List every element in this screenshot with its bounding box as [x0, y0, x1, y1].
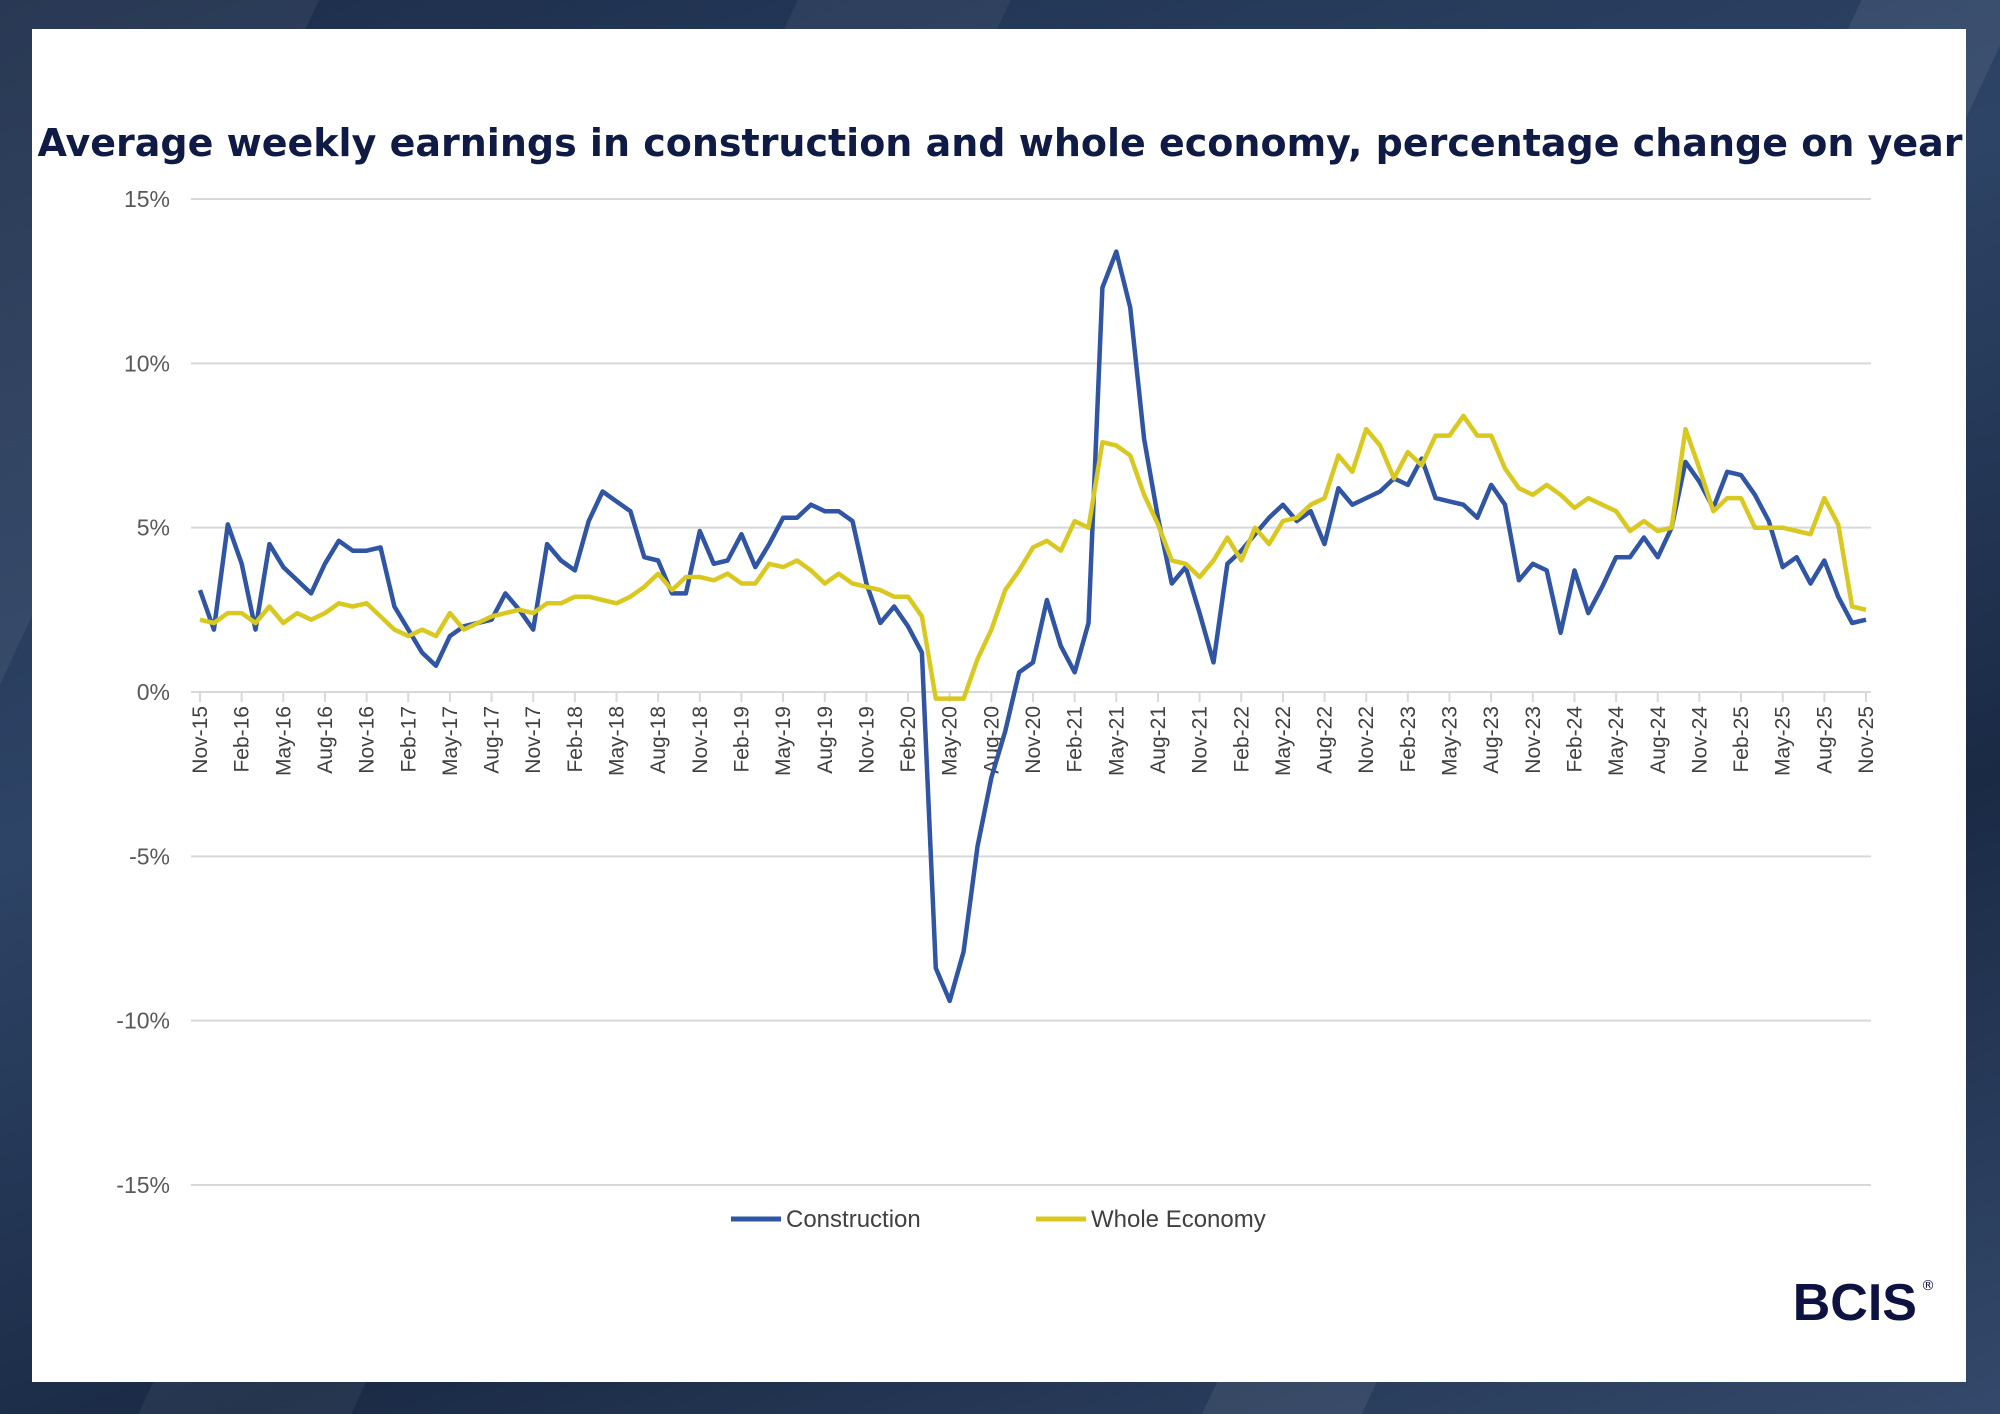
- x-tick-label: Feb-23: [1397, 706, 1420, 773]
- x-tick-label: May-20: [939, 706, 962, 776]
- x-tick-label: Nov-20: [1022, 706, 1045, 774]
- x-tick-label: Nov-16: [356, 706, 379, 774]
- y-tick-label: 15%: [124, 186, 170, 212]
- y-tick-label: 10%: [124, 350, 170, 376]
- x-tick-label: Nov-18: [689, 706, 712, 774]
- x-tick-label: Nov-15: [189, 706, 212, 774]
- x-tick-label: Nov-25: [1855, 706, 1878, 774]
- x-tick-label: Aug-20: [980, 706, 1003, 774]
- y-tick-label: -10%: [116, 1008, 170, 1034]
- x-tick-label: Aug-25: [1813, 706, 1836, 774]
- x-tick-label: Feb-19: [730, 706, 753, 773]
- chart-title: Average weekly earnings in construction …: [37, 121, 1962, 165]
- legend-label: Whole Economy: [1091, 1206, 1266, 1233]
- legend: Construction Whole Economy: [731, 1206, 1266, 1233]
- x-tick-label: Feb-18: [564, 706, 587, 773]
- x-tick-label: Feb-20: [897, 706, 920, 773]
- x-axis: Nov-15 Feb-16 May-16 Aug-16 Nov-16 Feb-17 May-…: [189, 692, 1878, 776]
- bcis-logo: BCIS ®: [1793, 1274, 1935, 1332]
- x-tick-label: Aug-23: [1480, 706, 1503, 774]
- registered-mark: ®: [1921, 1278, 1935, 1294]
- x-tick-label: May-18: [606, 706, 629, 776]
- x-tick-label: Aug-19: [814, 706, 837, 774]
- x-tick-label: Aug-17: [481, 706, 504, 774]
- series-line-whole-economy: [199, 413, 1867, 701]
- x-tick-label: Feb-17: [397, 706, 420, 773]
- logo-wordmark: BCIS: [1793, 1274, 1917, 1332]
- x-tick-label: May-21: [1105, 706, 1128, 776]
- x-tick-label: Aug-16: [314, 706, 337, 774]
- x-tick-label: Aug-22: [1314, 706, 1337, 774]
- x-tick-label: May-25: [1772, 706, 1795, 776]
- x-tick-label: Feb-16: [231, 706, 254, 773]
- chart-card: [32, 29, 1966, 1382]
- y-axis: 15% 10% 5% 0% -5% -10% -15%: [116, 186, 170, 1198]
- x-tick-label: Nov-22: [1355, 706, 1378, 774]
- x-tick-label: May-24: [1605, 706, 1628, 776]
- y-tick-label: 5%: [137, 515, 170, 541]
- x-tick-label: May-19: [772, 706, 795, 776]
- legend-label: Construction: [786, 1206, 921, 1233]
- x-tick-label: Nov-21: [1189, 706, 1212, 774]
- x-tick-label: Nov-19: [855, 706, 878, 774]
- x-tick-label: Nov-23: [1522, 706, 1545, 774]
- x-tick-label: Feb-22: [1230, 706, 1253, 773]
- x-tick-label: Nov-17: [522, 706, 545, 774]
- x-tick-label: Aug-21: [1147, 706, 1170, 774]
- x-tick-label: May-17: [439, 706, 462, 776]
- y-tick-label: -15%: [116, 1172, 170, 1198]
- x-tick-label: Aug-24: [1647, 706, 1670, 774]
- x-tick-label: Feb-25: [1730, 706, 1753, 773]
- series-lines: [197, 249, 1867, 1004]
- x-tick-label: Feb-24: [1563, 706, 1586, 773]
- x-tick-label: Aug-18: [647, 706, 670, 774]
- x-tick-label: May-16: [272, 706, 295, 776]
- x-tick-label: Feb-21: [1064, 706, 1087, 773]
- x-tick-label: Nov-24: [1688, 706, 1711, 774]
- y-tick-label: -5%: [129, 843, 170, 869]
- x-tick-label: May-23: [1439, 706, 1462, 776]
- y-tick-label: 0%: [137, 679, 170, 705]
- x-tick-label: May-22: [1272, 706, 1295, 776]
- gridlines: [191, 198, 1871, 1186]
